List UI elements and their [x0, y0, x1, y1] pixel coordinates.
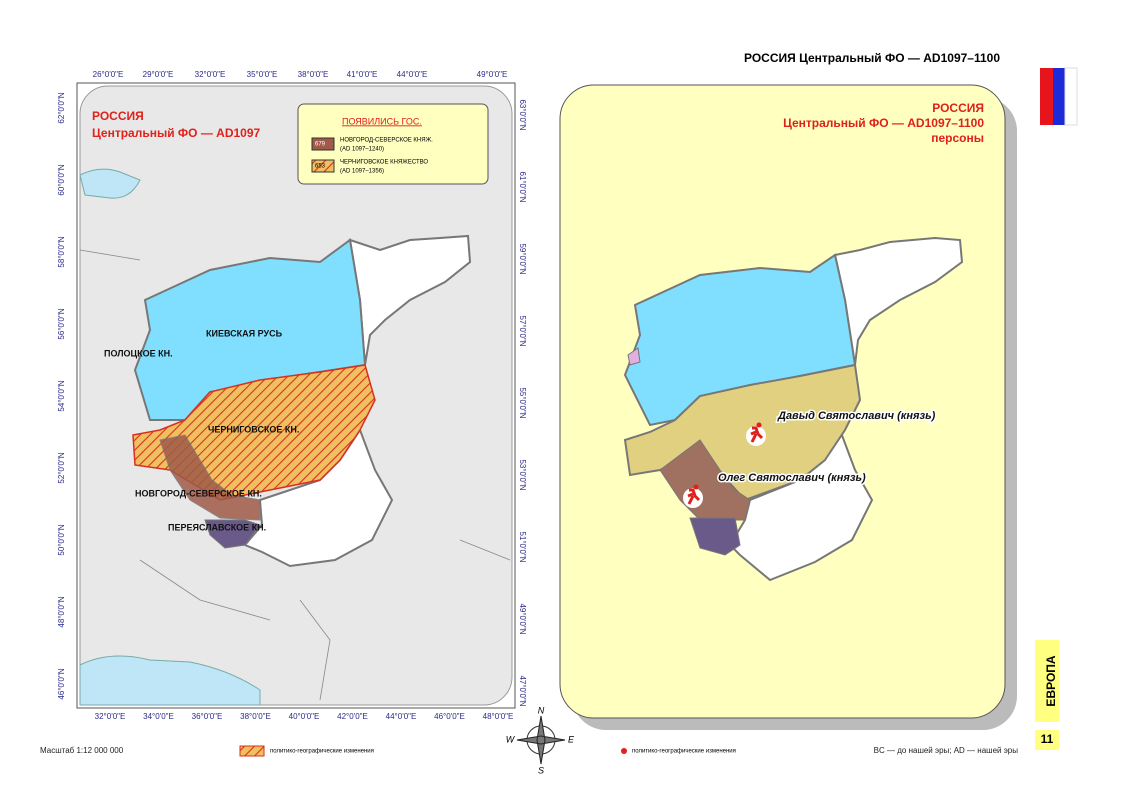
lat-tick-label: 61°0'0"N — [518, 171, 527, 202]
lon-tick-label: 35°0'0"E — [247, 70, 278, 79]
lon-tick-label: 32°0'0"E — [195, 70, 226, 79]
lon-tick-label: 29°0'0"E — [143, 70, 174, 79]
lat-tick-label: 50°0'0"N — [57, 524, 66, 555]
left-map: РОССИЯ Центральный ФО — AD1097 ПОЯВИЛИСЬ… — [57, 70, 527, 721]
right-title: РОССИЯ — [932, 101, 984, 115]
lat-tick-label: 54°0'0"N — [57, 380, 66, 411]
lat-tick-label: 63°0'0"N — [518, 99, 527, 130]
lon-tick-label: 36°0'0"E — [192, 712, 223, 721]
legend-name: ЧЕРНИГОВСКОЕ КНЯЖЕСТВО — [340, 160, 428, 166]
lon-tick-label: 42°0'0"E — [337, 712, 368, 721]
person-icon — [683, 484, 703, 508]
left-subtitle: Центральный ФО — AD1097 — [92, 126, 261, 140]
compass-letter: N — [538, 705, 545, 715]
lon-tick-label: 26°0'0"E — [93, 70, 124, 79]
scale: Масштаб 1:12 000 000 — [40, 746, 124, 755]
compass-letter: W — [506, 734, 516, 744]
lat-tick-label: 60°0'0"N — [57, 164, 66, 195]
region-label: ЧЕРНИГОВСКОЕ КН. — [208, 424, 299, 434]
legend-code: 653 — [315, 164, 326, 170]
lon-tick-label: 49°0'0"E — [477, 70, 508, 79]
right-map: РОССИЯ Центральный ФО — AD1097–1100 перс… — [559, 84, 1017, 730]
lat-tick-label: 53°0'0"N — [518, 459, 527, 490]
lat-tick-label: 55°0'0"N — [518, 387, 527, 418]
lon-tick-label: 46°0'0"E — [434, 712, 465, 721]
legend-code: 679 — [315, 142, 326, 148]
lon-tick-label: 40°0'0"E — [289, 712, 320, 721]
lat-tick-label: 52°0'0"N — [57, 452, 66, 483]
region-label: НОВГОРОД-СЕВЕРСКОЕ КН. — [135, 488, 262, 498]
legend-period: (AD 1097–1240) — [340, 147, 384, 153]
header-title: РОССИЯ Центральный ФО — AD1097–1100 — [744, 51, 1000, 65]
lon-tick-label: 44°0'0"E — [397, 70, 428, 79]
footer-note: BC — до нашей эры; AD — нашей эры — [874, 746, 1019, 755]
region-label: ПОЛОЦКОЕ КН. — [104, 348, 173, 358]
lat-tick-label: 62°0'0"N — [57, 92, 66, 123]
legend-hatch: политико-географические изменения — [270, 749, 374, 755]
person-icon — [746, 422, 766, 446]
lon-tick-label: 44°0'0"E — [386, 712, 417, 721]
lat-tick-label: 57°0'0"N — [518, 315, 527, 346]
left-title: РОССИЯ — [92, 109, 144, 123]
lat-tick-label: 51°0'0"N — [518, 531, 527, 562]
legend-period: (AD 1097–1356) — [340, 169, 384, 175]
lat-tick-label: 46°0'0"N — [57, 668, 66, 699]
lat-tick-label: 58°0'0"N — [57, 236, 66, 267]
legend-dot: политико-географические изменения — [632, 749, 736, 755]
person-label: Олег Святославич (князь) — [718, 472, 866, 484]
person-label: Давыд Святославич (князь) — [777, 410, 936, 422]
lon-tick-label: 32°0'0"E — [95, 712, 126, 721]
flag — [1040, 67, 1078, 126]
lon-tick-label: 41°0'0"E — [347, 70, 378, 79]
compass: N W E S — [506, 705, 575, 775]
page-number: 11 — [1041, 732, 1054, 746]
lat-tick-label: 59°0'0"N — [518, 243, 527, 274]
compass-letter: E — [568, 734, 575, 744]
compass-letter: S — [538, 765, 544, 775]
lat-tick-label: 56°0'0"N — [57, 308, 66, 339]
lat-tick-label: 49°0'0"N — [518, 603, 527, 634]
right-subtitle: персоны — [931, 131, 984, 145]
lon-tick-label: 38°0'0"E — [240, 712, 271, 721]
lat-tick-label: 47°0'0"N — [518, 675, 527, 706]
side-tab: ЕВРОПА — [1044, 655, 1058, 706]
region-label: ПЕРЕЯСЛАВСКОЕ КН. — [168, 522, 266, 532]
region-label: КИЕВСКАЯ РУСЬ — [206, 328, 283, 338]
lon-tick-label: 38°0'0"E — [298, 70, 329, 79]
lon-tick-label: 34°0'0"E — [143, 712, 174, 721]
coordinate-ticks: 26°0'0"E 29°0'0"E 32°0'0"E 35°0'0"E 38°0'0"E… — [57, 70, 527, 721]
lat-tick-label: 48°0'0"N — [57, 596, 66, 627]
legend-name: НОВГОРОД-СЕВЕРСКОЕ КНЯЖ. — [340, 138, 433, 144]
legend-title: ПОЯВИЛИСЬ ГОС. — [342, 116, 422, 126]
right-subtitle: Центральный ФО — AD1097–1100 — [783, 116, 984, 130]
lon-tick-label: 48°0'0"E — [483, 712, 514, 721]
